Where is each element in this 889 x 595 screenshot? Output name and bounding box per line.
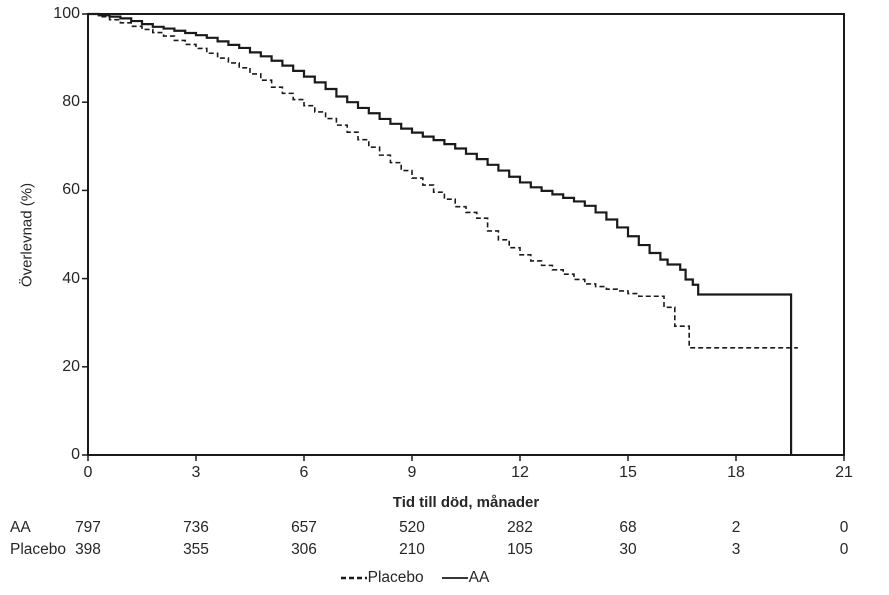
x-tick-label: 12	[511, 464, 529, 481]
risk-value: 0	[839, 541, 849, 558]
risk-value: 210	[399, 541, 425, 558]
risk-value: 736	[183, 519, 209, 536]
x-tick-label: 3	[191, 464, 201, 481]
x-tick-label: 15	[619, 464, 637, 481]
legend-item-aa: AA	[441, 569, 490, 587]
risk-value: 306	[291, 541, 317, 558]
axis-tick-marks	[82, 13, 845, 461]
y-tick-label: 40	[62, 269, 80, 287]
curve-placebo	[88, 13, 798, 349]
x-tick-label: 0	[83, 464, 93, 481]
x-axis-title: Tid till död, månader	[392, 494, 540, 511]
survival-curves	[88, 12, 798, 455]
risk-value: 105	[507, 541, 533, 558]
legend-label-aa: AA	[468, 569, 490, 586]
risk-value: 68	[619, 519, 637, 536]
y-tick-label: 60	[62, 181, 80, 199]
x-tick-label: 6	[299, 464, 309, 481]
risk-value: 0	[839, 519, 849, 536]
legend: Placebo AA	[0, 567, 830, 589]
risk-value: 2	[731, 519, 741, 536]
risk-row-label-placebo: Placebo	[10, 541, 67, 558]
legend-label-placebo: Placebo	[367, 569, 424, 586]
risk-row-aa: AA 797 736 657 520 282 68 2 0	[0, 519, 889, 537]
risk-row-label-aa: AA	[10, 519, 31, 536]
y-tick-label: 0	[71, 446, 80, 463]
x-tick-label: 21	[835, 464, 853, 481]
risk-value: 355	[183, 541, 209, 558]
risk-value: 657	[291, 519, 317, 536]
y-tick-label: 100	[53, 5, 80, 22]
x-tick-label: 9	[407, 464, 417, 481]
y-axis-title: Överlevnad (%)	[18, 182, 36, 288]
y-tick-label: 20	[62, 357, 80, 375]
x-tick-label: 18	[727, 464, 745, 481]
risk-value: 30	[619, 541, 637, 558]
risk-value: 520	[399, 519, 425, 536]
curve-aa	[88, 12, 793, 455]
dashed-line-sample	[340, 576, 367, 580]
risk-value: 398	[75, 541, 101, 558]
risk-row-placebo: Placebo 398 355 306 210 105 30 3 0	[0, 541, 889, 559]
risk-value: 282	[507, 519, 533, 536]
y-tick-label: 80	[62, 93, 80, 111]
solid-line-sample	[441, 577, 468, 579]
risk-value: 797	[75, 519, 101, 536]
legend-item-placebo: Placebo	[340, 569, 424, 587]
risk-value: 3	[731, 541, 741, 558]
plot-frame	[87, 13, 845, 456]
